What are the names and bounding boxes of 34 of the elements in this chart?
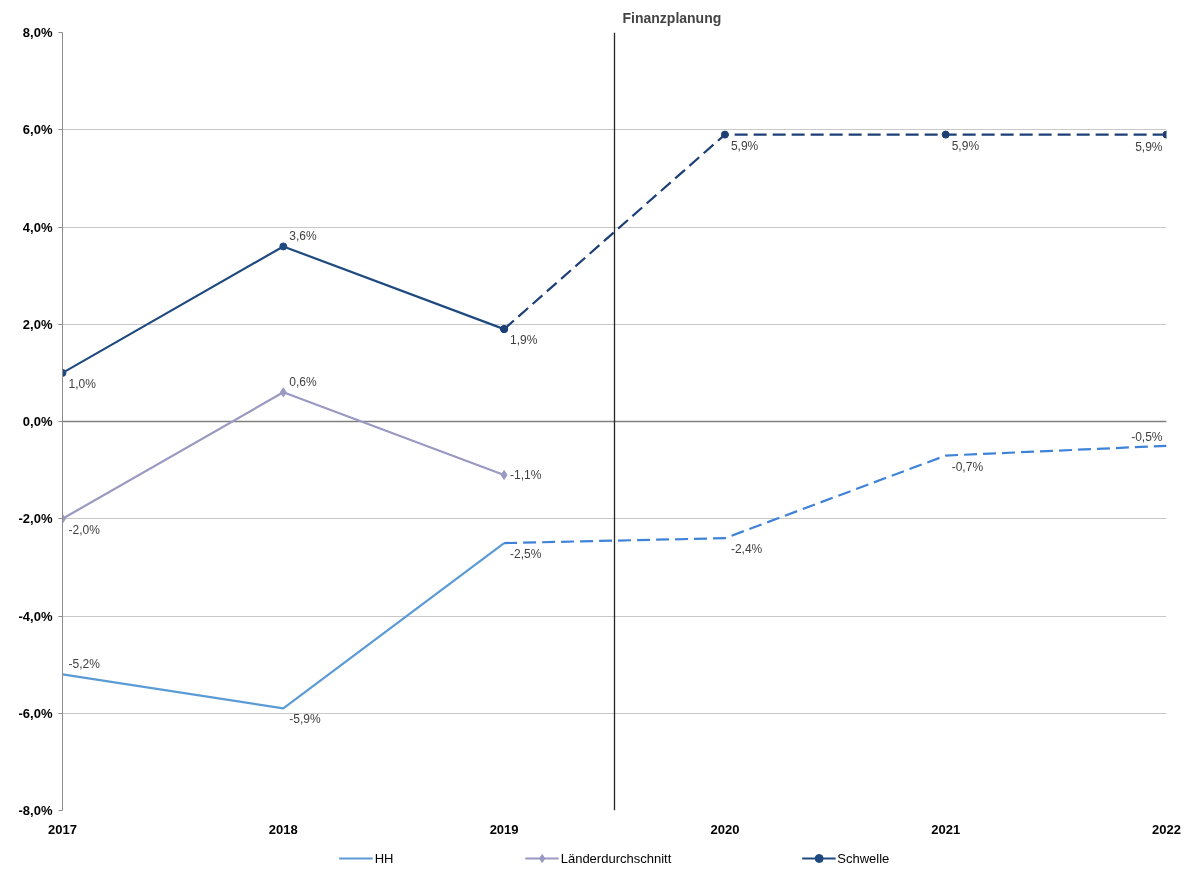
x-tick-label: 2022	[1152, 821, 1181, 837]
legend-label: HH	[374, 850, 395, 866]
x-tick-label: 2020	[710, 821, 740, 837]
x-tick-label: 2021	[931, 821, 961, 837]
y-tick-label: 0,0%	[22, 414, 53, 429]
y-tick-label: -4,0%	[18, 608, 53, 624]
y-tick-label: 2,0%	[22, 316, 53, 332]
x-tick-label: 2017	[48, 821, 77, 837]
y-tick-label: 4,0%	[22, 219, 53, 235]
data-label: -5,2%	[68, 657, 101, 672]
legend-label: Schwelle	[837, 850, 890, 866]
y-tick-label: -2,0%	[18, 511, 53, 527]
data-label: 1,0%	[68, 376, 97, 391]
data-label: 5,9%	[1135, 139, 1163, 154]
data-label: -0,7%	[951, 459, 984, 474]
data-label: -1,1%	[510, 467, 542, 482]
y-tick-label: -8,0%	[18, 803, 53, 818]
data-label: -2,5%	[510, 547, 542, 562]
y-tick-label: -6,0%	[18, 705, 53, 721]
legend-label: Länderdurchschnitt	[560, 850, 672, 866]
data-label: -2,4%	[730, 542, 763, 557]
data-label: 1,9%	[510, 333, 538, 348]
x-tick-label: 2018	[268, 821, 298, 837]
data-label: 3,6%	[289, 229, 317, 244]
ref-line-label: Finanzplanung	[622, 9, 722, 26]
data-label: -2,0%	[68, 522, 101, 537]
data-label: -0,5%	[1131, 429, 1163, 444]
data-label: 5,9%	[951, 138, 980, 153]
x-tick-label: 2019	[489, 821, 519, 837]
data-label: 0,6%	[289, 375, 317, 390]
data-label: 5,9%	[730, 138, 759, 153]
y-tick-label: 8,0%	[22, 25, 53, 40]
data-label: -5,9%	[289, 712, 321, 727]
y-tick-label: 6,0%	[22, 122, 53, 138]
